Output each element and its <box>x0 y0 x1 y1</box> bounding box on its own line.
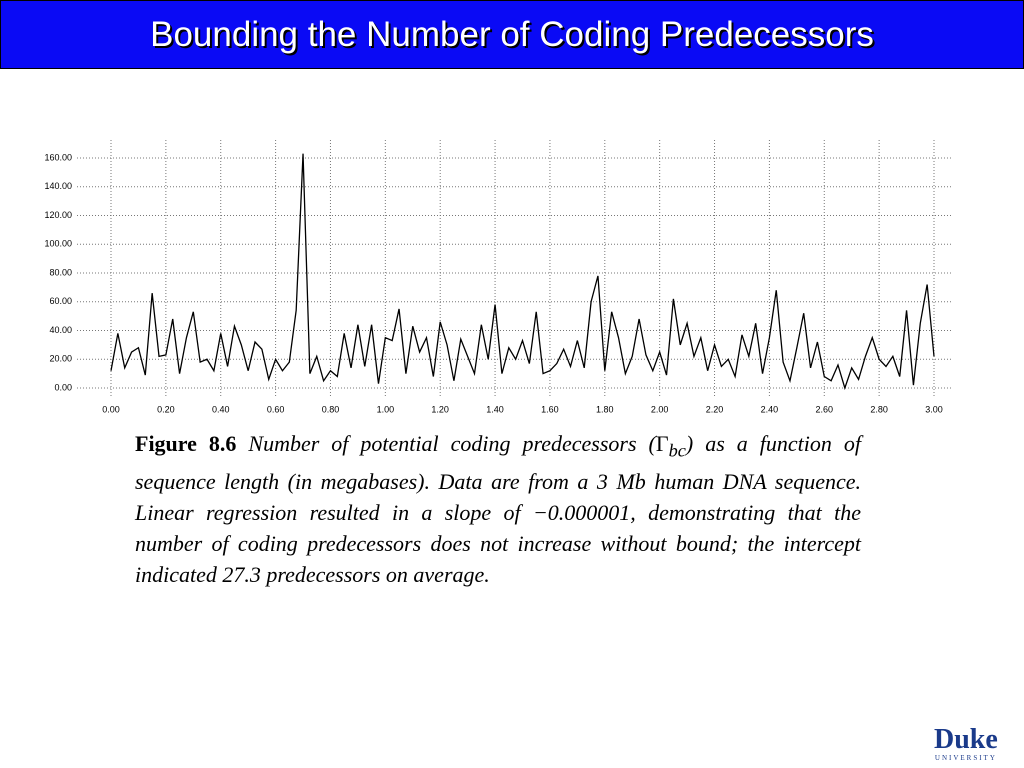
x-tick-label: 1.40 <box>486 404 504 414</box>
x-tick-label: 2.00 <box>651 404 669 414</box>
symbol: Γ <box>655 431 669 456</box>
x-tick-label: 0.00 <box>102 404 120 414</box>
figure-label: Figure 8.6 <box>135 431 237 456</box>
x-tick-label: 1.80 <box>596 404 614 414</box>
x-tick-label: 0.60 <box>267 404 285 414</box>
x-tick-label: 1.60 <box>541 404 559 414</box>
y-tick-label: 100.00 <box>44 239 72 249</box>
subscript: bc <box>668 440 686 461</box>
logo-name: Duke <box>934 724 998 755</box>
x-tick-label: 0.80 <box>322 404 340 414</box>
x-tick-label: 0.40 <box>212 404 230 414</box>
x-tick-label: 1.00 <box>377 404 395 414</box>
y-tick-label: 120.00 <box>44 210 72 220</box>
caption-text: Number of potential coding predecessors … <box>248 431 656 456</box>
x-tick-label: 1.20 <box>431 404 449 414</box>
y-tick-label: 160.00 <box>44 152 72 162</box>
slide-title: Bounding the Number of Coding Predecesso… <box>150 15 874 54</box>
y-tick-label: 60.00 <box>49 296 72 306</box>
data-line <box>110 153 935 391</box>
logo: Duke UNIVERSITY <box>934 724 998 763</box>
y-tick-label: 140.00 <box>44 181 72 191</box>
caption-text: ) as a function of sequence length (in m… <box>135 431 861 588</box>
x-tick-label: 2.20 <box>706 404 724 414</box>
y-tick-label: 80.00 <box>49 267 72 277</box>
title-bar: Bounding the Number of Coding Predecesso… <box>0 0 1024 69</box>
x-tick-label: 2.60 <box>816 404 834 414</box>
y-tick-label: 0.00 <box>54 382 72 392</box>
caption: Figure 8.6 Number of potential coding pr… <box>135 428 861 590</box>
x-tick-label: 3.00 <box>925 404 943 414</box>
y-tick-label: 40.00 <box>49 325 72 335</box>
x-tick-label: 2.80 <box>870 404 888 414</box>
y-tick-label: 20.00 <box>49 354 72 364</box>
x-tick-label: 0.20 <box>157 404 175 414</box>
logo-subtitle: UNIVERSITY <box>934 754 997 762</box>
x-tick-label: 2.40 <box>761 404 779 414</box>
